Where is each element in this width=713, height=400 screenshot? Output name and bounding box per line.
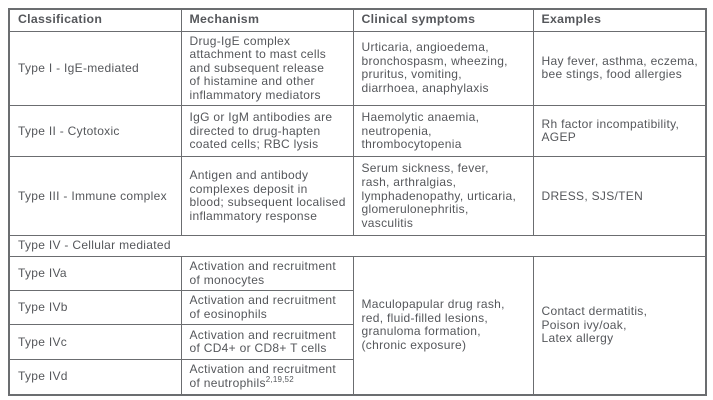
table-row-type-2: Type II - Cytotoxic IgG or IgM antibodie… [8, 105, 707, 158]
cell-type4-section-header: Type IV - Cellular mediated [8, 235, 707, 258]
cell-type4a-mechanism: Activation and recruitment of monocytes [180, 256, 354, 292]
cell-type4a-classification: Type IVa [8, 256, 182, 292]
cell-type3-mechanism: Antigen and antibody complexes deposit i… [180, 156, 354, 237]
cell-type1-classification: Type I - IgE-mediated [8, 30, 182, 107]
cell-type2-examples: Rh factor incompatibility, AGEP [532, 105, 707, 158]
cell-type3-classification: Type III - Immune complex [8, 156, 182, 237]
cell-type4d-mechanism-text: Activation and recruitment of neutrophil… [189, 362, 337, 391]
cell-type4c-classification: Type IVc [8, 324, 182, 361]
column-header-examples: Examples [532, 8, 707, 32]
cell-type2-symptoms: Haemolytic anaemia, neutropenia, thrombo… [352, 105, 534, 158]
cell-type4-examples: Contact dermatitis, Poison ivy/oak, Late… [532, 256, 707, 396]
cell-type1-examples: Hay fever, asthma, eczema, bee stings, f… [532, 30, 707, 107]
cell-type4b-classification: Type IVb [8, 290, 182, 326]
cell-type4-symptoms: Maculopapular drug rash, red, fluid-fill… [352, 256, 534, 396]
hypersensitivity-classification-table: Classification Mechanism Clinical sympto… [8, 8, 707, 396]
table-row-type-4a: Type IVa Activation and recruitment of m… [8, 256, 707, 396]
cell-type1-symptoms: Urticaria, angioedema, bronchospasm, whe… [352, 30, 534, 107]
reference-superscript: 2,19,52 [265, 375, 294, 385]
table-row-type-1: Type I - IgE-mediated Drug-IgE complex a… [8, 30, 707, 107]
cell-type3-symptoms: Serum sickness, fever, rash, arthralgias… [352, 156, 534, 237]
column-header-clinical-symptoms: Clinical symptoms [352, 8, 534, 32]
table-row-type-4d: Type IVd Activation and recruitment of n… [8, 359, 706, 396]
cell-type4d-mechanism: Activation and recruitment of neutrophil… [180, 359, 354, 396]
cell-type1-mechanism: Drug-IgE complex attachment to mast cell… [180, 30, 354, 107]
cell-type2-classification: Type II - Cytotoxic [8, 105, 182, 158]
column-header-mechanism: Mechanism [180, 8, 354, 32]
table-row-type-4c: Type IVc Activation and recruitment of C… [8, 324, 706, 361]
table-row-type-4b: Type IVb Activation and recruitment of e… [8, 290, 706, 326]
cell-type3-examples: DRESS, SJS/TEN [532, 156, 707, 237]
cell-type4c-mechanism: Activation and recruitment of CD4+ or CD… [180, 324, 354, 361]
table-header-row: Classification Mechanism Clinical sympto… [8, 8, 707, 32]
cell-type2-mechanism: IgG or IgM antibodies are directed to dr… [180, 105, 354, 158]
table-row-type-4-header: Type IV - Cellular mediated [8, 235, 707, 258]
column-header-classification: Classification [8, 8, 182, 32]
cell-type4b-mechanism: Activation and recruitment of eosinophil… [180, 290, 354, 326]
cell-type4d-classification: Type IVd [8, 359, 182, 396]
table-row-type-3: Type III - Immune complex Antigen and an… [8, 156, 707, 237]
